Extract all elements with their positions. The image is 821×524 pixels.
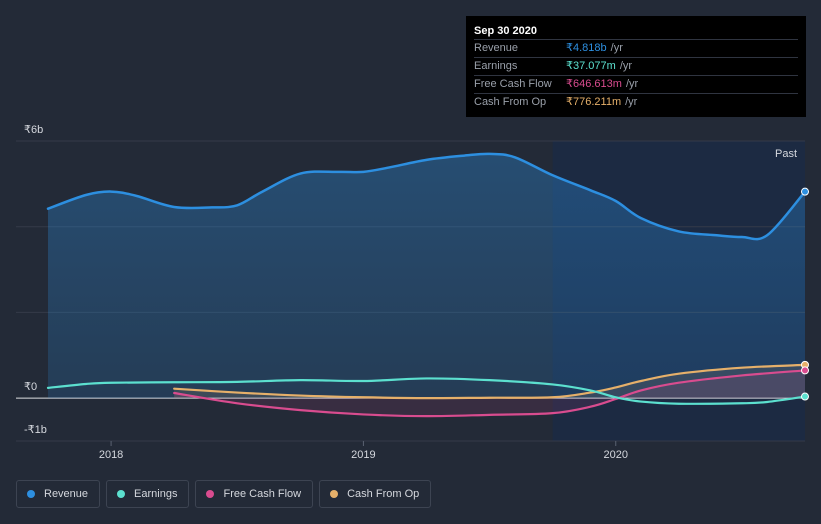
tooltip-row-revenue: Revenue ₹4.818b /yr xyxy=(474,39,798,57)
tooltip-row-cash-from-op: Cash From Op ₹776.211m /yr xyxy=(474,93,798,111)
revenue-area xyxy=(48,153,805,399)
legend-label: Earnings xyxy=(134,488,178,500)
tooltip-row-earnings: Earnings ₹37.077m /yr xyxy=(474,57,798,75)
y-tick-label: ₹0 xyxy=(24,381,37,393)
cash-from-op-line xyxy=(173,363,807,400)
tooltip-label: Free Cash Flow xyxy=(474,78,552,90)
legend-dot-icon xyxy=(206,490,215,498)
revenue-line xyxy=(46,152,807,241)
tooltip-row-free-cash-flow: Free Cash Flow ₹646.613m /yr xyxy=(474,75,798,93)
tooltip-panel: Sep 30 2020 Revenue ₹4.818b /yr Earnings… xyxy=(466,16,806,117)
tooltip-label: Earnings xyxy=(474,60,518,72)
earnings-line xyxy=(46,377,807,405)
free-cash-flow-endpoint xyxy=(801,366,809,375)
free-cash-flow-line xyxy=(173,369,807,418)
legend-label: Revenue xyxy=(44,488,89,500)
legend-label: Cash From Op xyxy=(347,488,420,500)
legend-item-earnings[interactable]: Earnings xyxy=(106,480,190,508)
legend-dot-icon xyxy=(330,490,339,498)
legend-dot-icon xyxy=(117,490,126,498)
axes: ₹6b ₹0 -₹1b 2018 2019 2020 xyxy=(24,124,628,461)
tooltip-date: Sep 30 2020 xyxy=(474,25,537,37)
tooltip-value: ₹646.613m xyxy=(566,78,622,90)
series-lines xyxy=(46,152,807,418)
revenue-endpoint xyxy=(801,187,809,196)
series-endpoints xyxy=(801,187,809,401)
y-tick-label: ₹6b xyxy=(24,124,43,136)
tooltip-label: Cash From Op xyxy=(474,96,547,108)
tooltip-unit: /yr xyxy=(625,78,639,90)
tooltip-unit: /yr xyxy=(610,42,623,54)
legend-label: Free Cash Flow xyxy=(223,488,302,500)
x-tick-label: 2018 xyxy=(99,449,123,461)
tooltip-value: ₹4.818b xyxy=(566,42,607,54)
tooltip-label: Revenue xyxy=(474,42,519,54)
x-tick-label: 2020 xyxy=(604,449,628,461)
earnings-endpoint xyxy=(801,392,809,401)
tooltip-value: ₹776.211m xyxy=(566,96,622,108)
legend-item-revenue[interactable]: Revenue xyxy=(16,480,101,508)
legend-dot-icon xyxy=(27,490,35,498)
x-tick-label: 2019 xyxy=(351,449,375,461)
tooltip-unit: /yr xyxy=(619,60,633,72)
past-label: Past xyxy=(775,148,797,160)
tooltip-value: ₹37.077m xyxy=(566,60,616,72)
free-cash-flow-area xyxy=(174,370,805,417)
tooltip-unit: /yr xyxy=(625,96,638,108)
chart-legend: Revenue Earnings Free Cash Flow Cash Fro… xyxy=(16,480,432,508)
y-tick-label: -₹1b xyxy=(24,424,47,436)
legend-item-free-cash-flow[interactable]: Free Cash Flow xyxy=(195,480,314,508)
legend-item-cash-from-op[interactable]: Cash From Op xyxy=(319,480,432,508)
